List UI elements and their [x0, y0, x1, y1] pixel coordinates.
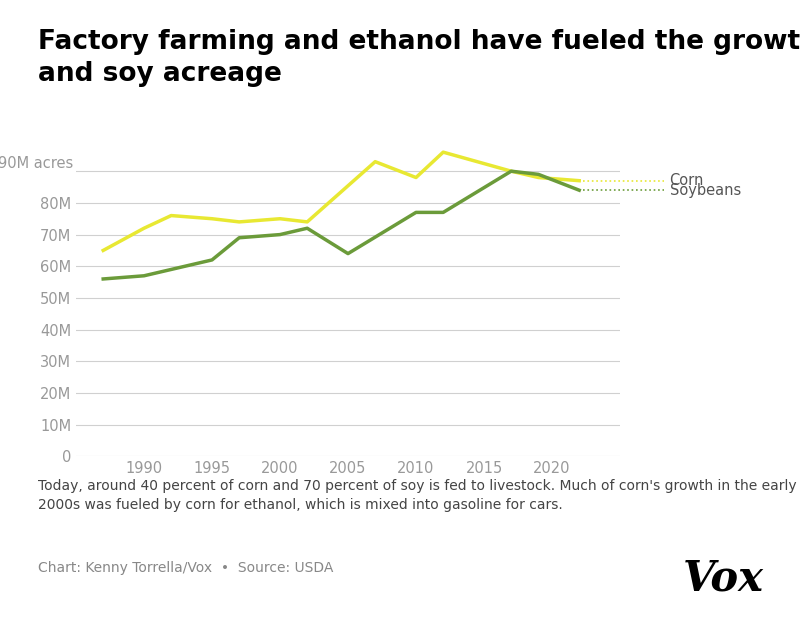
Text: Soybeans: Soybeans: [670, 183, 741, 198]
Text: 90M acres: 90M acres: [0, 156, 74, 171]
Text: Vox: Vox: [683, 557, 764, 599]
Text: Corn: Corn: [670, 173, 704, 188]
Text: Chart: Kenny Torrella/Vox  •  Source: USDA: Chart: Kenny Torrella/Vox • Source: USDA: [38, 561, 334, 575]
Text: Factory farming and ethanol have fueled the growth of corn
and soy acreage: Factory farming and ethanol have fueled …: [38, 29, 800, 86]
Text: Today, around 40 percent of corn and 70 percent of soy is fed to livestock. Much: Today, around 40 percent of corn and 70 …: [38, 479, 797, 512]
